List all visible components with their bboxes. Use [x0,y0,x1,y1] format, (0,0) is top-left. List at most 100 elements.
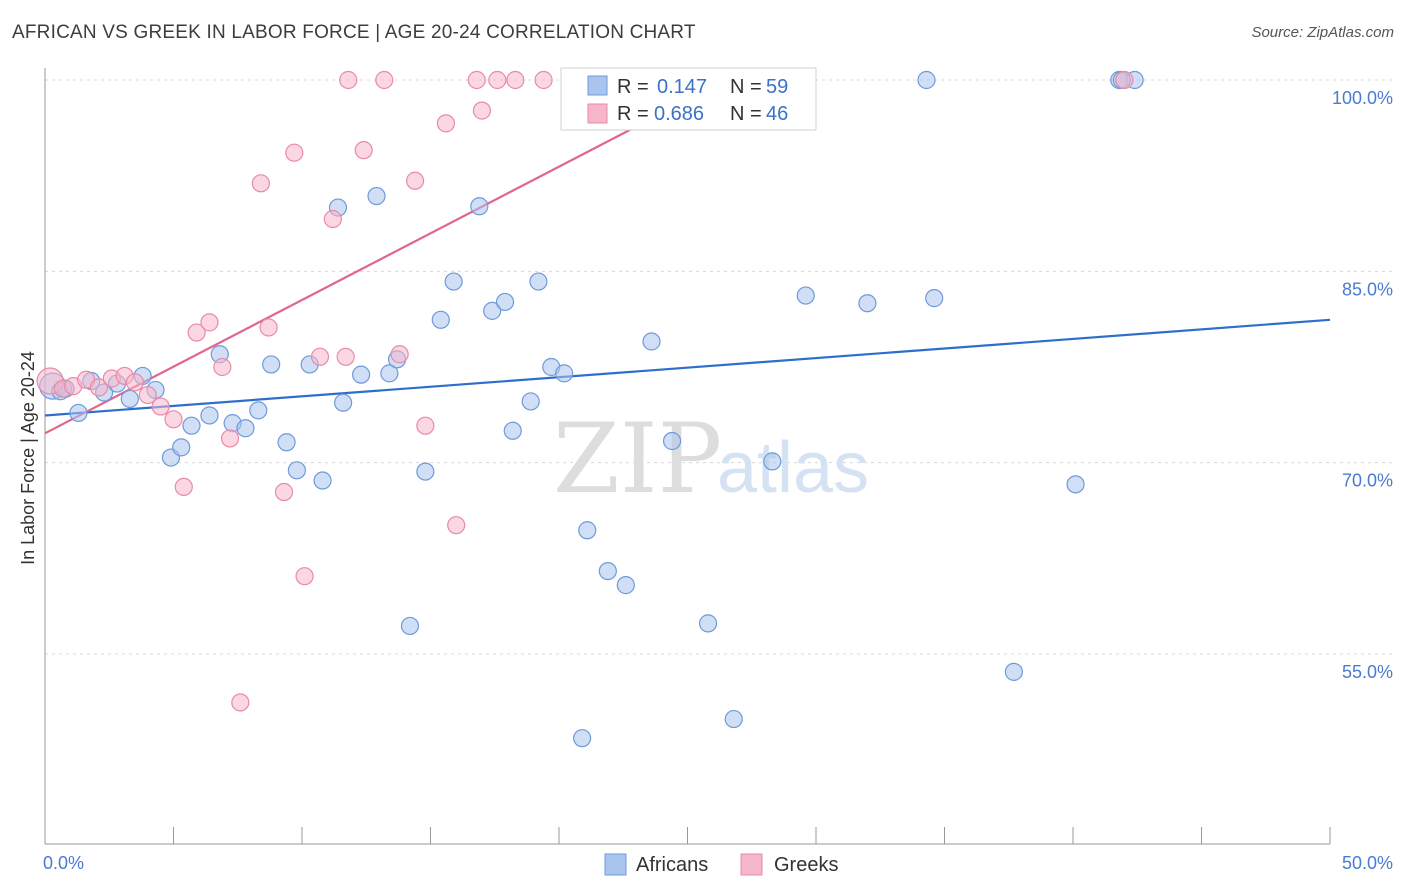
point-africans [444,272,463,291]
point-greeks [336,347,355,366]
point-greeks [164,410,183,429]
point-greeks [354,141,373,160]
point-africans [431,310,450,329]
y-tick-label: 85.0% [1342,279,1393,299]
point-africans [763,452,782,471]
legend-r-label-africans: R = [617,76,649,98]
point-africans [858,294,877,313]
point-africans [724,709,743,729]
point-africans [1066,475,1085,494]
bottom-legend-label-africans: Africans [636,854,708,876]
point-africans [698,614,718,633]
point-africans [352,365,371,384]
chart-title: AFRICAN VS GREEK IN LABOR FORCE | AGE 20… [12,22,696,43]
y-tick-labels: 55.0% 70.0% 85.0% 100.0% [1332,88,1393,682]
point-greeks [187,323,206,342]
point-greeks [488,70,507,90]
point-greeks [259,318,278,337]
point-greeks [213,357,232,377]
source-label: Source: ZipAtlas.com [1251,24,1394,41]
point-greeks [295,567,314,586]
point-africans [313,471,332,490]
bottom-legend-swatch-greeks [740,853,763,876]
watermark-zip: ZIP [553,403,722,515]
point-greeks [220,429,240,448]
point-greeks [231,693,250,712]
point-greeks [125,373,145,392]
watermark: ZIP atlas [553,403,869,515]
point-africans [529,272,548,291]
point-greeks [251,174,270,193]
legend-n-label-greeks: N = [730,103,762,125]
point-africans [1004,662,1023,681]
point-africans [796,286,815,305]
point-africans [495,292,515,312]
legend-r-value-greeks: 0.686 [654,103,704,125]
point-africans [400,616,420,636]
point-africans [182,416,201,435]
point-africans [470,197,489,216]
trendline-africans [44,318,1331,417]
point-greeks [339,70,358,90]
point-greeks [151,397,170,416]
point-africans [287,461,306,480]
x-tick-label: 0.0% [43,853,84,873]
point-africans [416,462,435,481]
y-tick-label: 70.0% [1342,471,1393,491]
point-africans [483,301,502,320]
point-greeks [310,347,330,366]
point-greeks [447,516,466,535]
point-greeks [405,171,425,190]
point-africans [578,521,597,540]
scatter-points [36,70,1144,748]
point-africans [334,393,353,412]
point-africans [598,561,617,581]
y-tick-label: 55.0% [1342,662,1393,682]
legend-n-value-greeks: 46 [766,103,788,125]
point-greeks [323,209,342,229]
point-africans [616,576,635,595]
point-greeks [274,482,294,502]
point-africans [503,421,522,440]
legend-n-value-africans: 59 [766,76,788,98]
point-africans [380,364,399,383]
legend-swatch-greeks [587,103,608,124]
trendlines [44,79,1331,435]
point-africans [262,355,281,374]
point-africans [120,389,139,408]
grid-lines [45,79,1395,655]
watermark-atlas: atlas [717,428,869,508]
bottom-legend: Africans Greeks [604,853,838,876]
point-africans [200,406,219,425]
point-greeks [506,70,525,90]
point-africans [917,70,936,90]
point-africans [521,392,540,411]
y-axis-title: In Labor Force | Age 20-24 [18,351,38,565]
point-greeks [416,416,435,435]
point-greeks [390,345,409,364]
point-africans [277,433,296,452]
bottom-legend-swatch-africans [604,853,627,876]
legend-r-label-greeks: R = [617,103,649,125]
point-greeks [138,385,157,405]
point-greeks [174,477,193,497]
stats-legend: R = 0.147 N = 59 R = 0.686 N = 46 [560,67,817,131]
legend-swatch-africans [587,75,608,96]
x-tick-label: 50.0% [1342,853,1393,873]
point-greeks [285,143,304,162]
trendline-greeks [44,79,727,435]
legend-n-label-africans: N = [730,76,762,98]
point-greeks [89,378,109,397]
point-africans [249,401,268,420]
point-greeks [472,101,491,120]
point-africans [642,332,661,351]
point-greeks [375,70,394,90]
point-greeks [467,70,486,90]
point-greeks [200,313,219,332]
bottom-legend-label-greeks: Greeks [774,854,838,876]
point-greeks [436,114,456,133]
point-africans [573,729,592,748]
point-africans [236,419,255,438]
legend-r-value-africans: 0.147 [657,76,707,98]
